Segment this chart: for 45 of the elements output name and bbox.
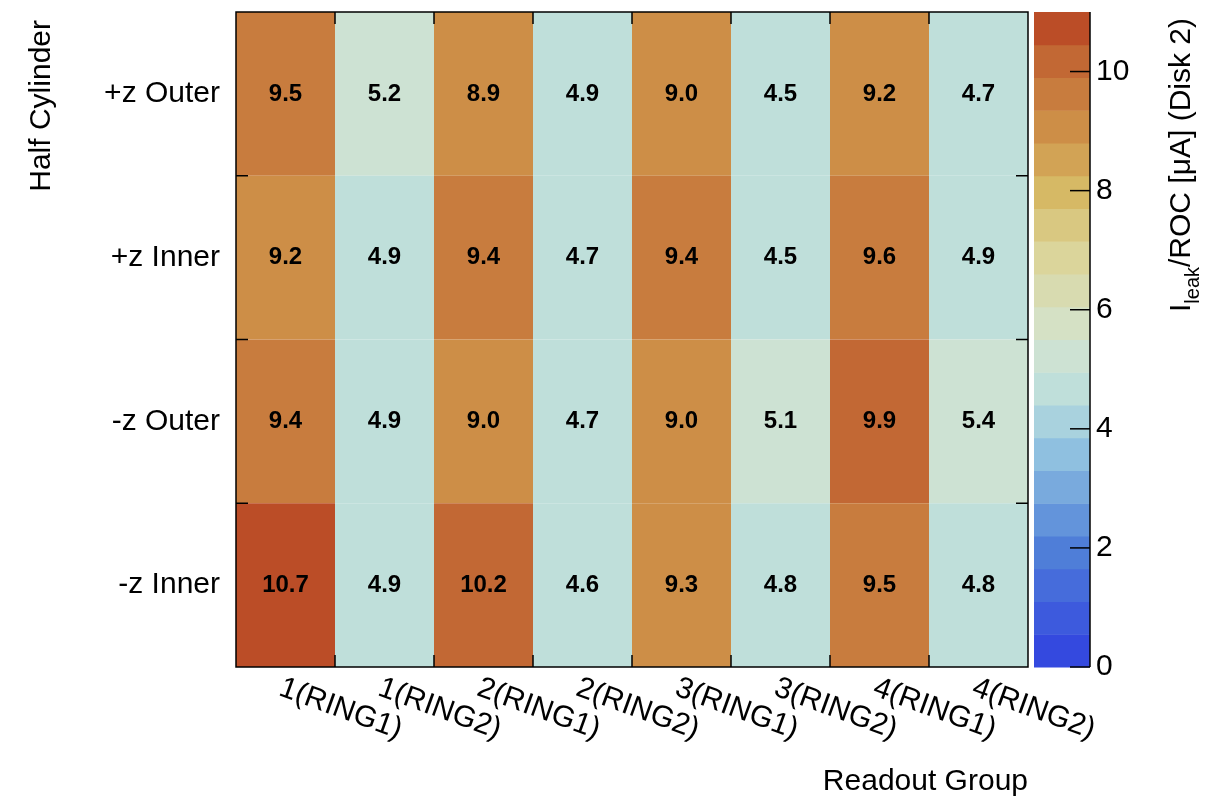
data-label: 9.9 bbox=[862, 406, 897, 433]
data-label: 10.7 bbox=[262, 569, 309, 597]
data-label: 9.6 bbox=[862, 242, 897, 270]
color-bar-title: Ileak/ROC [μA] (Disk 2) bbox=[1163, 18, 1203, 312]
data-label: 4.7 bbox=[565, 242, 600, 270]
data-label: 4.9 bbox=[565, 78, 600, 106]
data-label: 9.0 bbox=[664, 406, 699, 433]
data-label: 9.4 bbox=[268, 406, 303, 433]
data-label: 8.9 bbox=[466, 78, 501, 106]
data-label: 5.2 bbox=[367, 78, 402, 106]
data-label: 4.9 bbox=[367, 569, 402, 597]
color-bar-label: 0 bbox=[1096, 648, 1113, 682]
data-label: 4.7 bbox=[565, 406, 600, 433]
data-label: 4.8 bbox=[763, 569, 798, 597]
data-label: 4.9 bbox=[367, 242, 402, 270]
color-bar-label: 6 bbox=[1096, 290, 1113, 324]
data-label: 4.6 bbox=[565, 569, 600, 597]
data-label: 9.4 bbox=[466, 242, 501, 270]
data-label: 9.0 bbox=[466, 406, 501, 433]
color-bar-label: 4 bbox=[1096, 410, 1113, 444]
data-label: 10.2 bbox=[460, 569, 507, 597]
data-label: 9.5 bbox=[268, 78, 303, 106]
data-label: 9.3 bbox=[664, 569, 699, 597]
y-axis-title: Half Cylinder bbox=[23, 20, 56, 192]
color-bar-label: 2 bbox=[1096, 529, 1113, 563]
y-tick-label: -z Inner bbox=[118, 566, 220, 600]
data-label: 5.1 bbox=[763, 406, 798, 433]
x-axis-title: Readout Group bbox=[822, 763, 1028, 796]
data-label: 9.4 bbox=[664, 242, 699, 270]
data-label: 9.0 bbox=[664, 78, 699, 106]
color-bar-label: 10 bbox=[1096, 52, 1130, 86]
y-tick-label: +z Inner bbox=[110, 238, 221, 272]
data-label: 9.2 bbox=[862, 78, 897, 106]
data-label: 5.4 bbox=[961, 406, 996, 433]
data-label: 4.7 bbox=[961, 78, 996, 106]
data-label: 4.9 bbox=[961, 242, 996, 270]
data-label: 4.8 bbox=[961, 569, 996, 597]
data-label: 9.2 bbox=[268, 242, 303, 270]
color-bar-label: 8 bbox=[1096, 171, 1113, 205]
y-tick-label: -z Outer bbox=[111, 402, 220, 436]
y-tick-label: +z Outer bbox=[104, 75, 220, 109]
data-label: 4.9 bbox=[367, 406, 402, 433]
data-label: 4.5 bbox=[763, 242, 798, 270]
data-label: 4.5 bbox=[763, 78, 798, 106]
data-label: 9.5 bbox=[862, 569, 897, 597]
